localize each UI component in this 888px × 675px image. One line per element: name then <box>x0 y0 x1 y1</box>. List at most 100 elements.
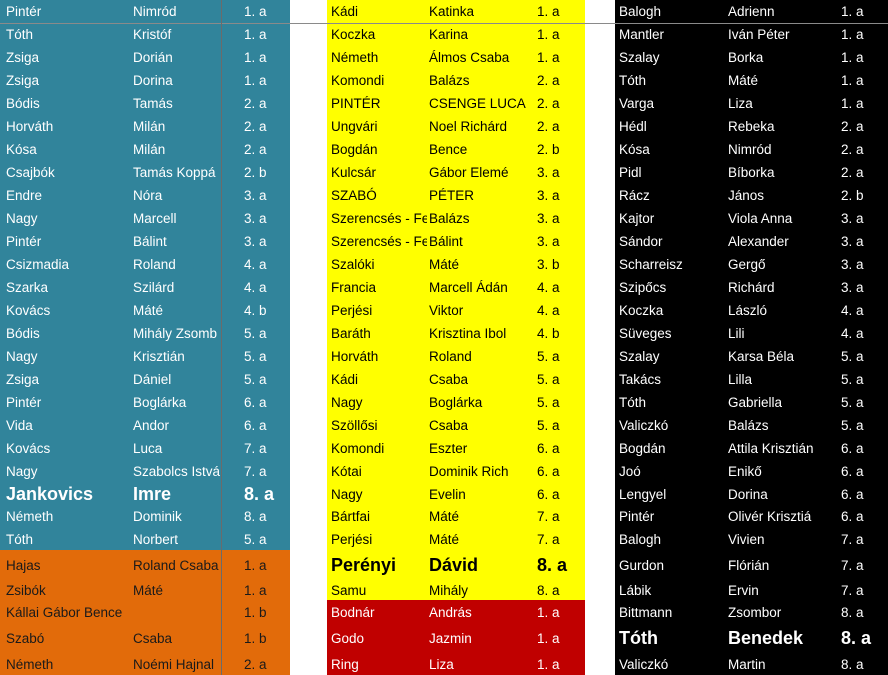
class-cell[interactable]: 1. a <box>537 604 560 620</box>
class-cell[interactable]: 5. a <box>841 418 864 433</box>
class-cell[interactable]: 5. a <box>537 418 560 433</box>
last-name-cell[interactable]: Csajbók <box>6 165 55 180</box>
first-name-cell[interactable]: Csaba <box>429 372 469 387</box>
class-cell[interactable]: 6. a <box>244 418 267 433</box>
class-cell[interactable]: 3. a <box>537 211 560 226</box>
last-name-cell[interactable]: Balogh <box>619 531 662 547</box>
class-cell[interactable]: 6. a <box>841 441 864 456</box>
class-cell[interactable]: 1. a <box>537 631 560 646</box>
class-cell[interactable]: 2. a <box>537 96 560 111</box>
last-name-cell[interactable]: PINTÉR <box>331 96 381 111</box>
class-cell[interactable]: 8. a <box>244 483 275 504</box>
class-cell[interactable]: 7. a <box>244 441 267 456</box>
first-name-cell[interactable]: Máté <box>429 531 460 547</box>
first-name-cell[interactable]: Krisztina Ibol <box>429 326 507 341</box>
last-name-cell[interactable]: Zsiga <box>6 73 40 88</box>
class-cell[interactable]: 8. a <box>537 582 560 598</box>
last-name-cell[interactable]: Zsiga <box>6 372 40 387</box>
last-name-cell[interactable]: Bogdán <box>619 441 666 456</box>
class-cell[interactable]: 2. a <box>244 119 267 134</box>
class-cell[interactable]: 4. a <box>841 326 864 341</box>
first-name-cell[interactable]: Balázs <box>429 211 470 226</box>
class-cell[interactable]: 1. a <box>537 4 560 19</box>
class-cell[interactable]: 3. a <box>244 234 267 249</box>
first-name-cell[interactable]: Bálint <box>429 234 463 249</box>
first-name-cell[interactable]: Balázs <box>728 418 769 433</box>
first-name-cell[interactable]: Bálint <box>133 234 167 249</box>
first-name-cell[interactable]: Alexander <box>728 234 789 249</box>
first-name-cell[interactable]: Boglárka <box>133 395 187 410</box>
class-cell[interactable]: 2. a <box>537 73 560 88</box>
class-cell[interactable]: 6. a <box>841 464 864 479</box>
first-name-cell[interactable]: Milán <box>133 142 166 157</box>
first-name-cell[interactable]: Marcell Ádán <box>429 280 508 295</box>
class-cell[interactable]: 5. a <box>537 349 560 364</box>
class-cell[interactable]: 7. a <box>841 557 864 573</box>
last-name-cell[interactable]: Zsiga <box>6 50 40 65</box>
class-cell[interactable]: 3. a <box>841 234 864 249</box>
last-name-cell[interactable]: Németh <box>6 656 54 672</box>
last-name-cell[interactable]: Nagy <box>6 211 38 226</box>
last-name-cell[interactable]: Szabó <box>6 631 45 646</box>
last-name-cell[interactable]: Pintér <box>6 395 42 410</box>
first-name-cell[interactable]: Szilárd <box>133 280 175 295</box>
class-cell[interactable]: 4. b <box>244 303 267 318</box>
last-name-cell[interactable]: Pidl <box>619 165 642 180</box>
first-name-cell[interactable]: Liza <box>429 656 454 672</box>
class-cell[interactable]: 6. a <box>841 509 864 524</box>
first-name-cell[interactable]: Dominik Rich <box>429 464 509 479</box>
last-name-cell[interactable]: Nagy <box>6 464 38 479</box>
last-name-cell[interactable]: Nagy <box>331 395 363 410</box>
class-cell[interactable]: 1. a <box>244 4 267 19</box>
class-cell[interactable]: 1. a <box>841 96 864 111</box>
first-name-cell[interactable]: Máté <box>133 582 164 598</box>
class-cell[interactable]: 5. a <box>244 349 267 364</box>
class-cell[interactable]: 7. a <box>537 531 560 547</box>
last-name-cell[interactable]: Tóth <box>619 628 658 648</box>
class-cell[interactable]: 1. a <box>841 4 864 19</box>
last-name-cell[interactable]: Csizmadia <box>6 257 70 272</box>
last-name-cell[interactable]: Nagy <box>6 349 38 364</box>
class-cell[interactable]: 1. a <box>244 73 267 88</box>
first-name-cell[interactable]: Kristóf <box>133 27 172 42</box>
class-cell[interactable]: 1. a <box>244 50 267 65</box>
first-name-cell[interactable]: Marcell <box>133 211 177 226</box>
class-cell[interactable]: 1. a <box>244 557 267 573</box>
last-name-cell[interactable]: Gurdon <box>619 557 665 573</box>
first-name-cell[interactable]: Gergő <box>728 257 766 272</box>
class-cell[interactable]: 6. a <box>537 486 560 502</box>
class-cell[interactable]: 6. a <box>537 441 560 456</box>
class-cell[interactable]: 8. a <box>841 604 864 620</box>
last-name-cell[interactable]: Bártfai <box>331 509 371 524</box>
first-name-cell[interactable]: Milán <box>133 119 166 134</box>
last-name-cell[interactable]: Kajtor <box>619 211 655 226</box>
first-name-cell[interactable]: Jazmin <box>429 631 472 646</box>
class-cell[interactable]: 3. a <box>537 234 560 249</box>
first-name-cell[interactable]: Ervin <box>728 582 759 598</box>
first-name-cell[interactable]: Viktor <box>429 303 464 318</box>
class-cell[interactable]: 4. a <box>537 303 560 318</box>
last-name-cell[interactable]: Mantler <box>619 27 665 42</box>
last-name-cell[interactable]: Hédl <box>619 119 647 134</box>
last-name-cell[interactable]: Kósa <box>6 142 37 157</box>
first-name-cell[interactable]: János <box>728 188 765 203</box>
first-name-cell[interactable]: Flórián <box>728 557 770 573</box>
last-name-cell[interactable]: Samu <box>331 582 367 598</box>
first-name-cell[interactable]: Noel Richárd <box>429 119 508 134</box>
first-name-cell[interactable]: Mihály <box>429 582 469 598</box>
class-cell[interactable]: 5. a <box>537 395 560 410</box>
last-name-cell[interactable]: Komondi <box>331 441 385 456</box>
class-cell[interactable]: 1. a <box>537 50 560 65</box>
class-cell[interactable]: 7. a <box>841 531 864 547</box>
first-name-cell[interactable]: Eszter <box>429 441 468 456</box>
last-name-cell[interactable]: Szalóki <box>331 257 375 272</box>
first-name-cell[interactable]: Attila Krisztián <box>728 441 814 456</box>
last-name-cell[interactable]: Vida <box>6 418 33 433</box>
class-cell[interactable]: 3. a <box>244 211 267 226</box>
class-cell[interactable]: 8. a <box>841 656 864 672</box>
last-name-cell[interactable]: Koczka <box>331 27 376 42</box>
last-name-cell[interactable]: Hajas <box>6 557 41 573</box>
first-name-cell[interactable]: Martin <box>728 656 766 672</box>
last-name-cell[interactable]: Lábik <box>619 582 652 598</box>
last-name-cell[interactable]: Godo <box>331 631 365 646</box>
